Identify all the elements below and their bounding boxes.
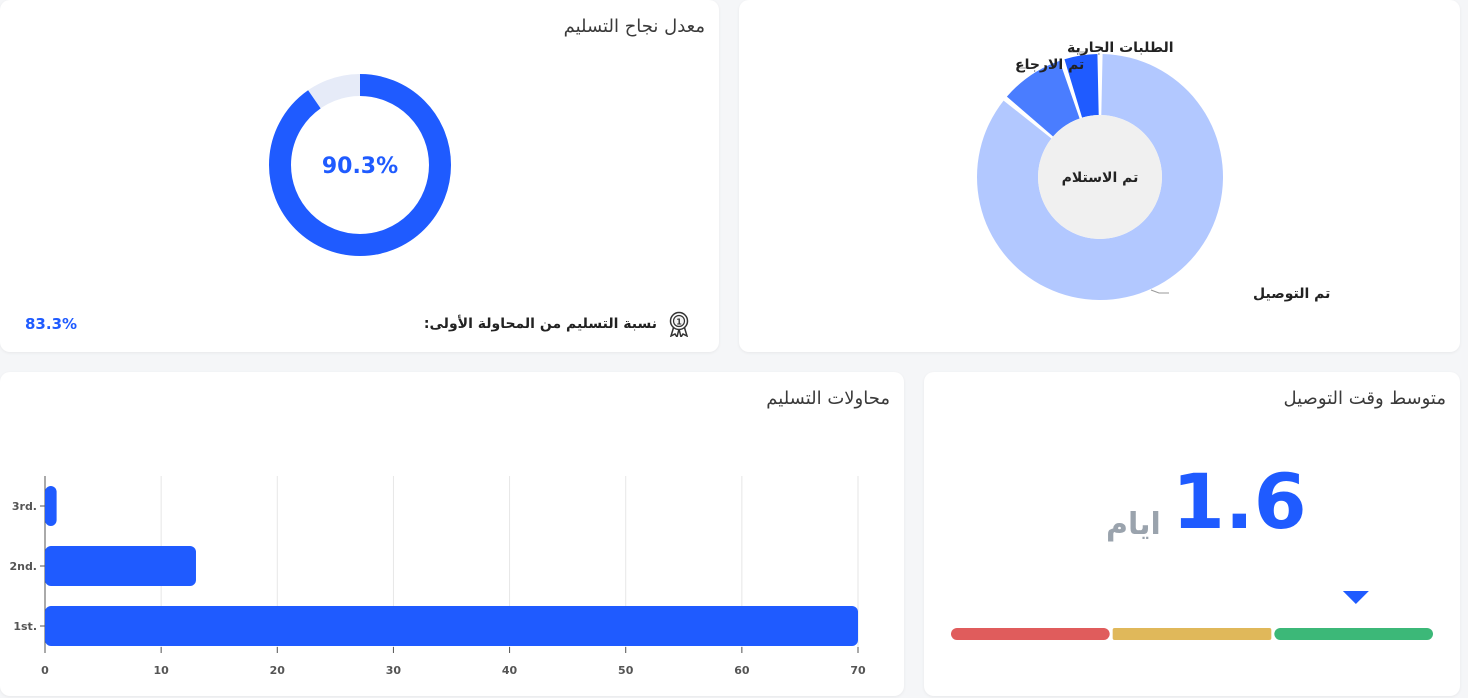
- order-status-card: تم الاستلام تم التوصيل تم الارجاع الطلبات …: [739, 0, 1460, 352]
- x-tick-label: 50: [618, 664, 634, 677]
- y-tick-label: 1st.: [13, 620, 37, 633]
- card-title: محاولات التسليم: [766, 388, 890, 409]
- svg-text:1: 1: [676, 318, 682, 327]
- slice-label: تم الارجاع: [1015, 57, 1084, 73]
- x-tick-label: 0: [41, 664, 49, 677]
- avg-delivery-unit: ايام: [1106, 507, 1161, 542]
- card-title: متوسط وقت التوصيل: [1283, 388, 1446, 409]
- x-tick-label: 20: [270, 664, 286, 677]
- avg-delivery-time-card: متوسط وقت التوصيل 1.6 ايام: [924, 372, 1460, 696]
- delivery-time-scale: [951, 591, 1433, 640]
- x-tick-label: 30: [386, 664, 402, 677]
- x-tick-label: 70: [850, 664, 866, 677]
- attempts-bar-chart: 0 10 20 30 40 50 60 70 1st. 2nd. 3rd.: [9, 476, 866, 677]
- delivery-attempts-card: محاولات التسليم 0 10 20 30 40 50 60 70 1st. 2nd. 3…: [0, 372, 904, 696]
- bar: [45, 606, 858, 646]
- slice-delivered: [977, 54, 1223, 300]
- slice-label: الطلبات الجارية: [1067, 40, 1174, 56]
- success-rate-ring: 90.3%: [269, 74, 451, 256]
- slice-returned: [1006, 60, 1080, 137]
- scale-marker-icon: [1342, 591, 1369, 604]
- order-status-donut: تم الاستلام تم التوصيل تم الارجاعالطلبات …: [977, 40, 1330, 302]
- scale-segment: [1112, 628, 1272, 640]
- success-rate-label: 90.3%: [322, 154, 398, 179]
- donut-center: [1038, 115, 1162, 239]
- x-tick-label: 60: [734, 664, 750, 677]
- scale-segment: [951, 628, 1110, 640]
- slice-leader-line: [1150, 289, 1169, 294]
- scale-segment: [1274, 628, 1433, 640]
- y-tick-label: 3rd.: [12, 500, 37, 513]
- x-tick-label: 40: [502, 664, 518, 677]
- award-medal-icon: 1: [668, 311, 690, 339]
- bar: [45, 486, 57, 526]
- slice-in-progress: [1064, 54, 1099, 118]
- slice-label: تم التوصيل: [1253, 286, 1330, 302]
- first-attempt-value: 83.3%: [25, 315, 78, 333]
- y-tick-label: 2nd.: [9, 560, 37, 573]
- x-tick-label: 10: [153, 664, 169, 677]
- ring-fill: [269, 74, 451, 256]
- bar: [45, 546, 196, 586]
- avg-delivery-value: 1.6: [1172, 457, 1307, 546]
- first-attempt-label: نسبة التسليم من المحاولة الأولى:: [423, 316, 657, 332]
- card-title: معدل نجاح التسليم: [563, 16, 705, 37]
- delivery-success-card: معدل نجاح التسليم 90.3% 1 نسبة التسليم م…: [0, 0, 719, 352]
- donut-center-label: تم الاستلام: [1062, 170, 1139, 186]
